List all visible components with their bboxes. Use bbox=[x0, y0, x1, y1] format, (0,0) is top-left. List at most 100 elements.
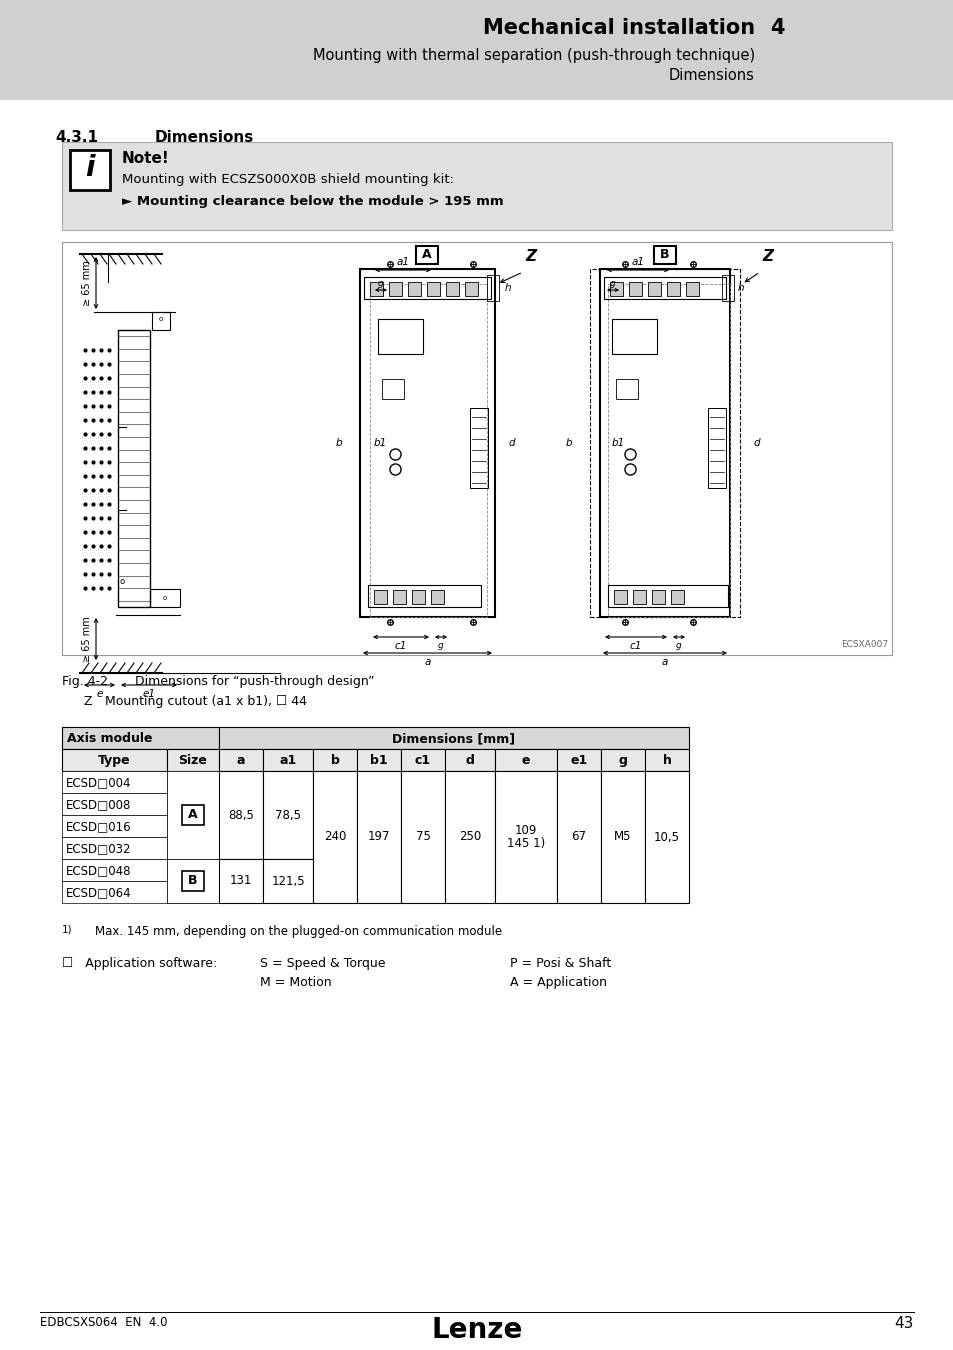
Bar bbox=[654, 246, 676, 265]
Bar bbox=[600, 815, 644, 837]
Bar bbox=[600, 882, 644, 903]
Text: ECSXA007: ECSXA007 bbox=[840, 640, 887, 649]
Text: Mechanical installation: Mechanical installation bbox=[482, 18, 754, 38]
Text: 109: 109 bbox=[515, 825, 537, 837]
Bar bbox=[599, 269, 729, 617]
Bar bbox=[62, 859, 167, 882]
Text: 75: 75 bbox=[416, 830, 430, 844]
Text: a: a bbox=[424, 657, 430, 667]
Text: M = Motion: M = Motion bbox=[260, 976, 332, 990]
Bar bbox=[368, 585, 480, 608]
Text: Dimensions: Dimensions bbox=[668, 68, 754, 82]
Bar bbox=[670, 590, 683, 603]
Bar bbox=[370, 282, 382, 296]
Bar bbox=[557, 837, 600, 859]
Bar bbox=[70, 150, 110, 190]
Bar bbox=[167, 792, 219, 815]
Text: Mounting with thermal separation (push-through technique): Mounting with thermal separation (push-t… bbox=[313, 49, 754, 63]
Bar bbox=[219, 749, 263, 771]
Text: 240: 240 bbox=[323, 830, 346, 844]
Text: d: d bbox=[753, 437, 760, 448]
Bar bbox=[263, 792, 313, 815]
Text: ≥ 65 mm: ≥ 65 mm bbox=[82, 616, 91, 662]
Text: EDBCSXS064  EN  4.0: EDBCSXS064 EN 4.0 bbox=[40, 1316, 168, 1328]
Bar bbox=[377, 319, 422, 354]
Text: g: g bbox=[377, 279, 383, 288]
Text: ECSD□048: ECSD□048 bbox=[66, 864, 132, 878]
Bar bbox=[167, 859, 219, 903]
Bar bbox=[644, 859, 688, 882]
Text: 78,5: 78,5 bbox=[274, 809, 301, 822]
Bar bbox=[364, 277, 491, 298]
Text: S = Speed & Torque: S = Speed & Torque bbox=[260, 957, 385, 971]
Bar bbox=[400, 771, 444, 903]
Text: a1: a1 bbox=[396, 256, 409, 267]
Bar bbox=[408, 282, 420, 296]
Bar bbox=[356, 859, 400, 882]
Text: Note!: Note! bbox=[122, 151, 170, 166]
Bar bbox=[400, 749, 444, 771]
Text: b1: b1 bbox=[612, 437, 624, 448]
Text: Lenze: Lenze bbox=[431, 1316, 522, 1345]
Bar bbox=[356, 815, 400, 837]
Bar bbox=[600, 859, 644, 882]
Text: ≥ 65 mm: ≥ 65 mm bbox=[82, 261, 91, 306]
Bar bbox=[495, 771, 557, 792]
Bar bbox=[263, 859, 313, 903]
Bar bbox=[219, 771, 263, 859]
Text: Max. 145 mm, depending on the plugged-on communication module: Max. 145 mm, depending on the plugged-on… bbox=[80, 925, 501, 938]
Bar bbox=[444, 792, 495, 815]
Bar bbox=[495, 771, 557, 903]
Bar bbox=[400, 882, 444, 903]
Bar bbox=[557, 815, 600, 837]
Bar bbox=[400, 859, 444, 882]
Bar bbox=[374, 590, 387, 603]
Text: a1: a1 bbox=[279, 755, 296, 767]
Bar bbox=[557, 792, 600, 815]
Bar bbox=[389, 282, 401, 296]
Bar bbox=[263, 815, 313, 837]
Bar bbox=[182, 805, 204, 825]
Bar bbox=[356, 837, 400, 859]
Bar bbox=[0, 0, 953, 100]
Bar bbox=[495, 749, 557, 771]
Text: b: b bbox=[331, 755, 339, 767]
Text: h: h bbox=[662, 755, 671, 767]
Bar bbox=[444, 815, 495, 837]
Text: 67: 67 bbox=[571, 830, 586, 844]
Bar bbox=[313, 749, 356, 771]
Bar bbox=[600, 771, 644, 903]
Bar bbox=[381, 379, 403, 400]
Text: g: g bbox=[676, 641, 681, 649]
Text: i: i bbox=[85, 154, 94, 182]
Bar bbox=[150, 589, 180, 608]
Bar bbox=[470, 408, 488, 487]
Text: e1: e1 bbox=[570, 755, 587, 767]
Text: d: d bbox=[465, 755, 474, 767]
Bar bbox=[62, 815, 167, 837]
Bar bbox=[182, 871, 204, 891]
Text: 10,5: 10,5 bbox=[654, 830, 679, 844]
Text: e1: e1 bbox=[142, 688, 155, 699]
Text: 43: 43 bbox=[894, 1316, 913, 1331]
Bar bbox=[219, 728, 688, 749]
Bar bbox=[152, 312, 170, 329]
Bar bbox=[167, 859, 219, 882]
Bar bbox=[446, 282, 458, 296]
Text: Dimensions: Dimensions bbox=[154, 130, 254, 144]
Bar bbox=[167, 771, 219, 792]
Bar bbox=[356, 749, 400, 771]
Bar bbox=[167, 882, 219, 903]
Bar bbox=[644, 771, 688, 903]
Bar bbox=[62, 749, 167, 771]
Bar bbox=[495, 882, 557, 903]
Bar bbox=[644, 792, 688, 815]
Text: g: g bbox=[437, 641, 443, 649]
Text: 197: 197 bbox=[367, 830, 390, 844]
Bar bbox=[444, 859, 495, 882]
Text: Mounting cutout (a1 x b1), ☐ 44: Mounting cutout (a1 x b1), ☐ 44 bbox=[105, 695, 307, 707]
Bar bbox=[359, 269, 495, 617]
Text: b: b bbox=[565, 437, 572, 448]
Text: Fig. 4-2: Fig. 4-2 bbox=[62, 675, 108, 688]
Text: Axis module: Axis module bbox=[67, 732, 152, 745]
